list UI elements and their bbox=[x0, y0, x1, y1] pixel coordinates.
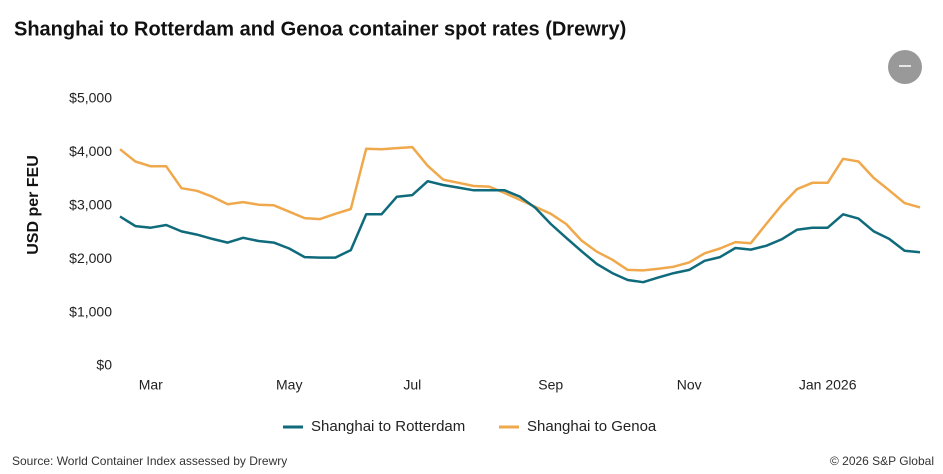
copyright: © 2026 S&P Global bbox=[830, 454, 934, 468]
y-tick-label: $5,000 bbox=[69, 90, 112, 106]
collapse-button[interactable] bbox=[888, 50, 922, 84]
line-series bbox=[119, 179, 921, 284]
x-tick-label: May bbox=[276, 377, 302, 393]
y-tick-label: $4,000 bbox=[69, 143, 112, 159]
x-tick-label: Jul bbox=[403, 377, 421, 393]
y-tick-label: $0 bbox=[96, 357, 112, 373]
y-tick-label: $3,000 bbox=[69, 197, 112, 213]
x-tick-label: Sep bbox=[538, 377, 563, 393]
legend-label: Shanghai to Genoa bbox=[527, 418, 657, 435]
x-tick-label: Mar bbox=[139, 377, 163, 393]
source: Source: World Container Index assessed b… bbox=[12, 454, 287, 468]
y-tick-label: $1,000 bbox=[69, 303, 112, 319]
x-tick-label: Jan 2026 bbox=[799, 377, 857, 393]
chart-title: Shanghai to Rotterdam and Genoa containe… bbox=[14, 18, 626, 40]
line-series bbox=[119, 145, 921, 272]
legend-label: Shanghai to Rotterdam bbox=[311, 418, 465, 435]
y-axis-label: USD per FEU bbox=[25, 155, 42, 255]
y-tick-label: $2,000 bbox=[69, 250, 112, 266]
x-tick-label: Nov bbox=[677, 377, 702, 393]
